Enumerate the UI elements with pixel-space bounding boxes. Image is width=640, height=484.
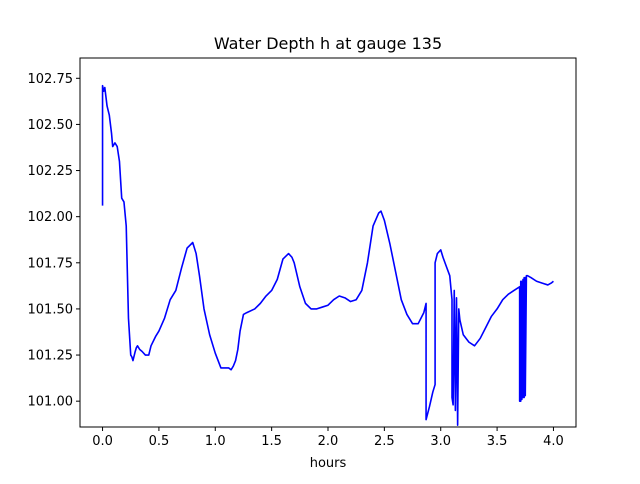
x-tick-label: 2.0	[318, 434, 339, 449]
x-tick-label: 3.5	[487, 434, 508, 449]
x-tick-label: 0.5	[149, 434, 170, 449]
x-tick-label: 4.0	[543, 434, 564, 449]
series-line-0	[101, 84, 554, 426]
y-tick-label: 101.75	[28, 256, 74, 271]
y-tick-label: 101.25	[28, 349, 74, 364]
x-tick-label: 0.0	[92, 434, 113, 449]
x-tick-label: 3.0	[430, 434, 451, 449]
y-tick-label: 101.50	[28, 302, 74, 317]
y-tick-label: 102.75	[28, 72, 74, 87]
y-tick-label: 102.00	[28, 210, 74, 225]
chart-title: Water Depth h at gauge 135	[214, 34, 442, 53]
x-axis-label: hours	[310, 456, 347, 471]
y-tick-label: 102.25	[28, 164, 74, 179]
x-tick-label: 1.0	[205, 434, 226, 449]
x-tick-label: 1.5	[261, 434, 282, 449]
y-tick-label: 101.00	[28, 395, 74, 410]
y-tick-label: 102.50	[28, 118, 74, 133]
x-tick-label: 2.5	[374, 434, 395, 449]
